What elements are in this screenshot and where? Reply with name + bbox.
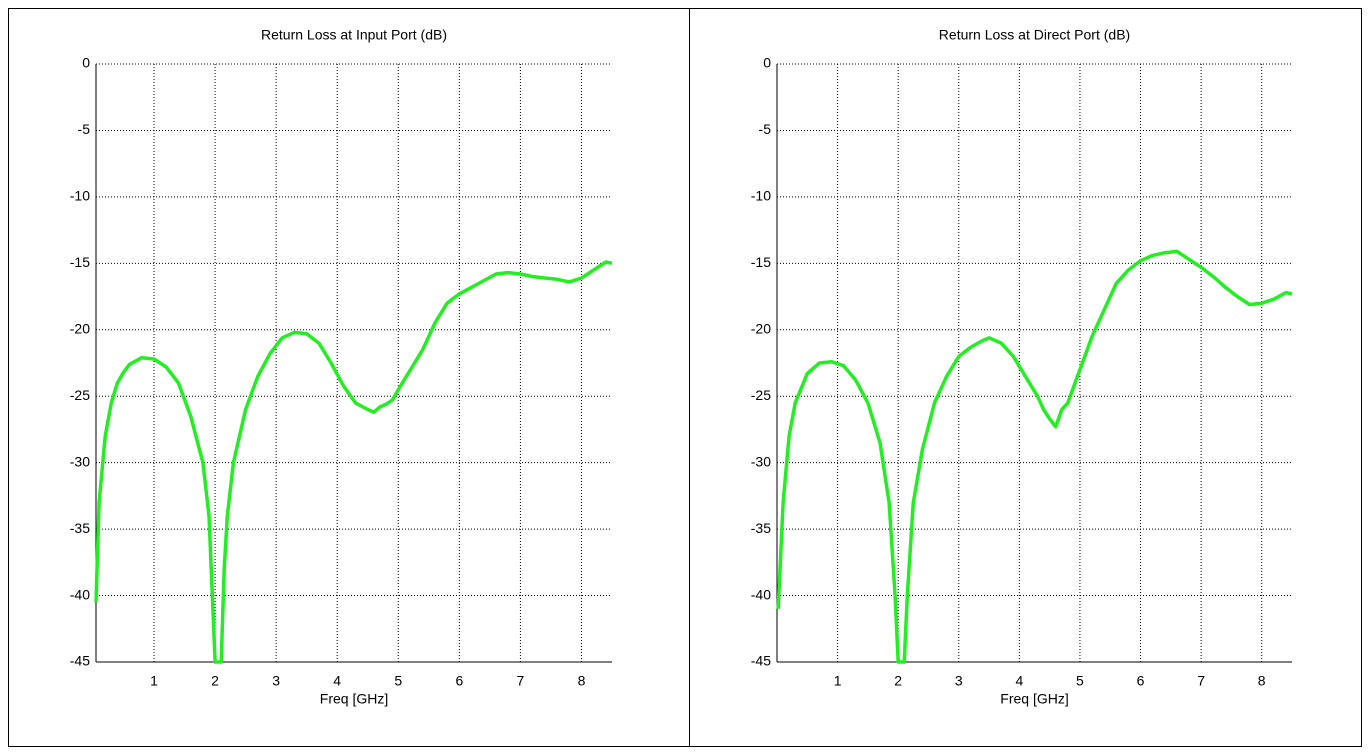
x-axis-label: Freq [GHz] bbox=[1000, 691, 1068, 707]
y-tick-label: -25 bbox=[751, 387, 771, 403]
y-tick-label: -25 bbox=[70, 387, 90, 403]
x-tick-label: 5 bbox=[1076, 673, 1084, 689]
x-tick-label: 4 bbox=[1015, 673, 1023, 689]
x-tick-label: 1 bbox=[834, 673, 842, 689]
x-tick-label: 2 bbox=[211, 673, 219, 689]
x-tick-label: 4 bbox=[333, 673, 341, 689]
x-tick-label: 6 bbox=[1137, 673, 1145, 689]
y-tick-label: -30 bbox=[751, 453, 771, 469]
plot-area bbox=[777, 64, 1292, 662]
y-tick-label: -20 bbox=[70, 320, 90, 336]
y-tick-label: -15 bbox=[70, 254, 90, 270]
y-tick-label: -35 bbox=[70, 520, 90, 536]
x-tick-label: 1 bbox=[150, 673, 158, 689]
y-tick-label: -15 bbox=[751, 254, 771, 270]
y-tick-label: -35 bbox=[751, 520, 771, 536]
y-tick-label: -45 bbox=[70, 653, 90, 669]
y-tick-label: -10 bbox=[70, 188, 90, 204]
x-tick-label: 8 bbox=[578, 673, 586, 689]
x-tick-label: 3 bbox=[272, 673, 280, 689]
y-tick-label: -5 bbox=[759, 121, 772, 137]
y-tick-label: -10 bbox=[751, 188, 771, 204]
y-tick-label: -40 bbox=[70, 586, 90, 602]
x-tick-label: 7 bbox=[517, 673, 525, 689]
x-tick-label: 7 bbox=[1197, 673, 1205, 689]
y-tick-label: -20 bbox=[751, 320, 771, 336]
y-tick-label: -30 bbox=[70, 453, 90, 469]
chart-title: Return Loss at Direct Port (dB) bbox=[939, 27, 1130, 43]
x-tick-label: 2 bbox=[894, 673, 902, 689]
plot-area bbox=[96, 64, 612, 662]
x-tick-label: 8 bbox=[1258, 673, 1266, 689]
data-line bbox=[776, 249, 1293, 664]
chart-title: Return Loss at Input Port (dB) bbox=[261, 27, 447, 43]
frame bbox=[8, 8, 1362, 747]
data-line bbox=[94, 260, 613, 664]
x-tick-label: 6 bbox=[455, 673, 463, 689]
y-tick-label: -40 bbox=[751, 586, 771, 602]
y-tick-label: -45 bbox=[751, 653, 771, 669]
y-tick-label: 0 bbox=[763, 55, 771, 71]
x-axis-label: Freq [GHz] bbox=[320, 691, 388, 707]
y-tick-label: -5 bbox=[78, 121, 91, 137]
y-tick-label: 0 bbox=[82, 55, 90, 71]
x-tick-label: 5 bbox=[394, 673, 402, 689]
x-tick-label: 3 bbox=[955, 673, 963, 689]
